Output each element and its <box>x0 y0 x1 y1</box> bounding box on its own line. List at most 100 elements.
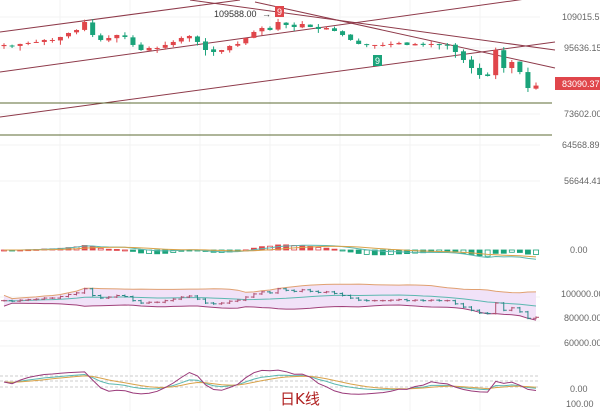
kdj-axis-label: 100.00 <box>566 399 594 409</box>
macd-histogram-bar <box>484 249 491 257</box>
macd-histogram-bar <box>307 246 314 251</box>
macd-dea-line <box>4 245 537 258</box>
candle-body <box>41 39 47 42</box>
candle-body <box>493 50 499 76</box>
price-label: 56644.41 <box>564 176 600 186</box>
candle-body <box>194 36 200 42</box>
candle-body <box>259 27 265 32</box>
price-label: 73602.00 <box>564 109 600 119</box>
kdj-axis-label: 0.00 <box>570 384 588 394</box>
candle-body <box>315 26 321 29</box>
candle-body <box>533 85 539 89</box>
candle-body <box>25 42 31 44</box>
candle-body <box>509 62 515 69</box>
trendline-upper-channel <box>0 0 241 33</box>
macd-histogram-bar <box>355 249 362 254</box>
candle-body <box>65 32 71 37</box>
candle-body <box>299 23 305 28</box>
candle-body <box>388 43 394 45</box>
macd-histogram-bar <box>138 249 144 254</box>
candle-body <box>428 43 434 45</box>
macd-histogram-bar <box>97 247 104 251</box>
candle-body <box>186 35 192 39</box>
candle-body <box>517 61 523 73</box>
high-marker-label: 109588.00 <box>214 9 257 19</box>
macd-histogram-bar <box>154 249 161 255</box>
kdj-j-line <box>3 369 537 395</box>
candle-body <box>1 44 7 47</box>
last-price-label: 83090.37 <box>562 79 600 89</box>
macd-histogram-bar <box>105 248 112 251</box>
low-marker-badge <box>373 55 382 66</box>
candle-body <box>98 35 104 40</box>
candle-body <box>469 59 475 69</box>
candle-body <box>82 21 88 30</box>
candle-body <box>380 44 386 46</box>
candle-body <box>130 37 136 45</box>
last-price-tag <box>555 77 600 90</box>
boll-band-fill <box>4 284 536 321</box>
period-label[interactable]: 日K线 <box>280 390 320 408</box>
high-marker-badge-text: 9 <box>277 7 282 17</box>
price-axis: 109015.53 95636.15 83090.37 73602.00 645… <box>555 12 600 409</box>
macd-histogram-bar <box>460 249 467 254</box>
price-label: 64568.89 <box>562 140 600 150</box>
macd-histogram-bar <box>130 249 136 252</box>
candle-body <box>340 31 346 35</box>
candle-body <box>412 43 418 46</box>
macd-histogram-bar <box>379 249 386 256</box>
boll-axis-label: 60000.00 <box>564 338 600 348</box>
candle-body <box>154 48 160 50</box>
candles <box>1 18 539 92</box>
candle-body <box>33 41 39 43</box>
macd-histogram-bar <box>412 249 418 254</box>
macd-histogram-bar <box>323 247 330 251</box>
candle-body <box>452 44 458 53</box>
candle-body <box>372 44 378 46</box>
candle-body <box>138 44 144 51</box>
grid <box>0 0 540 411</box>
candle-body <box>444 44 450 46</box>
macd-panel <box>1 244 539 260</box>
kdj-d-line <box>3 375 537 390</box>
candle-body <box>477 67 483 76</box>
macd-histogram-bar <box>283 244 290 251</box>
candle-body <box>178 37 184 42</box>
candle-body <box>501 50 507 69</box>
candle-body <box>356 40 362 44</box>
macd-histogram-bar <box>476 249 483 257</box>
candle-body <box>307 24 313 27</box>
candle-body <box>211 49 217 53</box>
macd-histogram-bar <box>388 249 394 255</box>
macd-histogram-bar <box>492 249 499 254</box>
trendline-descending-2 <box>254 1 556 69</box>
candle-body <box>90 22 96 35</box>
candle-body <box>146 48 152 51</box>
candle-body <box>291 24 297 27</box>
macd-histogram-bar <box>500 249 507 254</box>
kdj-panel <box>0 369 540 395</box>
candle-body <box>57 36 63 41</box>
macd-histogram-bar <box>89 246 96 251</box>
candle-body <box>420 43 426 45</box>
macd-histogram-bar <box>533 249 539 255</box>
candle-body <box>323 27 329 30</box>
candle-body <box>17 43 23 46</box>
candle-body <box>275 21 281 30</box>
trendline-middle-channel <box>0 0 523 73</box>
macd-histogram-bar <box>113 249 120 251</box>
candle-body <box>203 41 209 51</box>
macd-histogram-bar <box>516 249 523 253</box>
candle-body <box>122 35 128 37</box>
candle-body <box>525 72 531 89</box>
price-label: 95636.15 <box>564 43 600 53</box>
macd-histogram-bar <box>363 249 370 255</box>
boll-axis-label: 80000.00 <box>564 313 600 323</box>
candle-body <box>243 37 249 44</box>
kdj-k-line <box>3 373 537 391</box>
high-marker-arrow: → <box>262 9 271 19</box>
macd-histogram-bar <box>508 249 515 253</box>
candle-body <box>396 42 402 45</box>
macd-histogram-bar <box>331 248 338 251</box>
